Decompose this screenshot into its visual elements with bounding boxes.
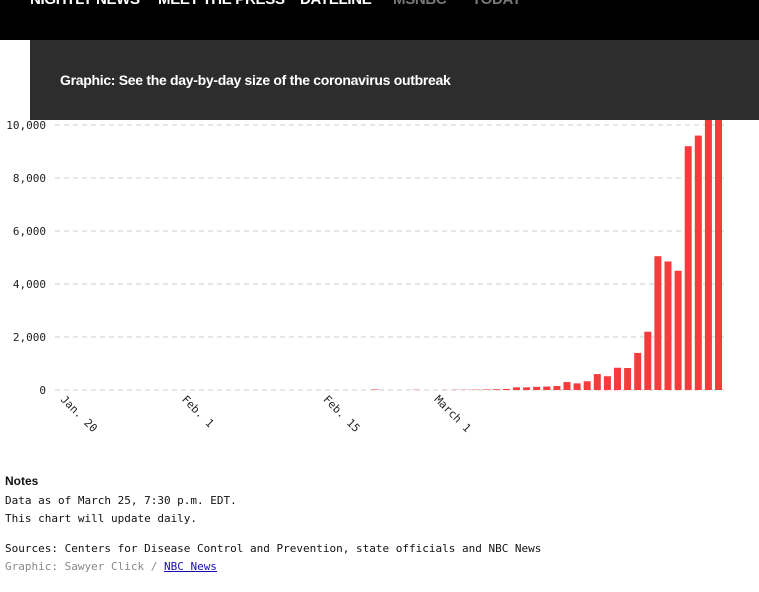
x-tick-label: March 1 — [432, 393, 474, 435]
bar — [553, 386, 561, 390]
y-tick-label: 4,000 — [13, 278, 46, 291]
x-tick-label: Jan. 20 — [58, 393, 100, 435]
bar — [371, 389, 379, 390]
nav-item[interactable]: DATELINE — [300, 0, 372, 8]
y-tick-label: 6,000 — [13, 225, 46, 238]
note: Data as of March 25, 7:30 p.m. EDT. — [5, 494, 237, 507]
bar — [533, 386, 541, 390]
bar — [715, 85, 722, 390]
nav-item[interactable]: NIGHTLY NEWS — [30, 0, 140, 8]
bar — [492, 389, 500, 390]
y-tick-label: 0 — [39, 384, 46, 397]
bar — [684, 146, 692, 390]
x-tick-label: Feb. 15 — [320, 393, 362, 435]
sources: Sources: Centers for Disease Control and… — [5, 542, 542, 555]
notes-heading: Notes — [5, 474, 39, 488]
bar — [624, 368, 632, 390]
credit-link[interactable]: NBC News — [163, 560, 217, 573]
bar — [694, 135, 702, 390]
top-nav: NIGHTLY NEWS MEET THE PRESS DATELINE MSN… — [0, 0, 759, 40]
y-tick-label: 2,000 — [13, 331, 46, 344]
bar — [543, 386, 551, 390]
credit: Graphic: Sawyer Click / NBC News — [5, 560, 217, 573]
nav-item[interactable]: MSNBC — [393, 0, 447, 8]
note: This chart will update daily. — [5, 512, 198, 525]
nav-item[interactable]: MEET THE PRESS — [158, 0, 285, 8]
x-tick-label: Feb. 1 — [179, 393, 216, 430]
bar — [502, 388, 510, 390]
bar — [563, 382, 571, 390]
bar — [664, 261, 672, 390]
bar — [513, 387, 520, 390]
credit-text: Graphic: Sawyer Click / — [5, 560, 158, 573]
bar — [614, 367, 621, 390]
bar — [573, 383, 581, 390]
chart: 0 2,000 4,000 6,000 8,000 10,000 Jan. 20 Feb. 1… — [6, 85, 724, 435]
bar — [593, 374, 601, 390]
banner-title: Graphic: See the day-by-day size of the … — [60, 72, 451, 88]
bar — [644, 331, 652, 390]
bar — [674, 270, 682, 390]
y-tick-label: 10,000 — [6, 119, 46, 132]
y-tick-label: 8,000 — [13, 172, 46, 185]
banner: Graphic: See the day-by-day size of the … — [30, 40, 759, 120]
bar — [523, 387, 531, 390]
bar — [704, 98, 712, 390]
bar — [634, 352, 642, 390]
bar — [603, 376, 611, 390]
bar — [654, 256, 662, 390]
bar — [583, 381, 591, 390]
bar — [482, 389, 490, 390]
nav-item[interactable]: TODAY — [472, 0, 522, 8]
